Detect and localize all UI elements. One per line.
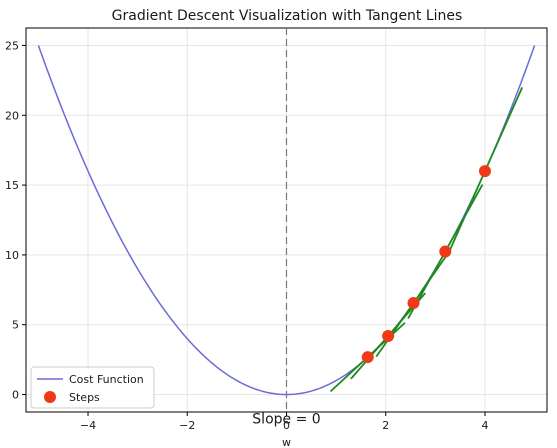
legend-box: [30, 366, 155, 409]
legend-cost-function-label: Cost Function: [69, 373, 144, 386]
y-tick-label: 10: [5, 249, 19, 262]
step-point: [382, 329, 395, 342]
step-point: [478, 165, 491, 178]
x-tick-label: 4: [481, 419, 488, 432]
y-tick-label: 25: [5, 39, 19, 52]
legend-steps-swatch: [44, 391, 56, 403]
y-tick-label: 5: [12, 319, 19, 332]
step-markers: [361, 165, 491, 364]
step-point: [407, 297, 420, 310]
step-point: [439, 245, 452, 258]
legend: Cost Function Steps: [30, 366, 155, 409]
x-tick-label: −4: [80, 419, 96, 432]
x-axis-ticks: −4 −2 0 2 4: [80, 412, 488, 432]
x-axis-label: w: [282, 436, 291, 448]
legend-steps-label: Steps: [69, 391, 100, 404]
tangent-lines: [329, 86, 524, 393]
step-point: [361, 351, 374, 364]
y-tick-label: 20: [5, 109, 19, 122]
y-tick-label: 0: [12, 389, 19, 402]
y-axis-ticks: 0 5 10 15 20 25: [5, 39, 26, 402]
chart-title: Gradient Descent Visualization with Tang…: [112, 8, 463, 24]
y-tick-label: 15: [5, 179, 19, 192]
slope-annotation: Slope = 0: [252, 411, 320, 427]
x-tick-label: 2: [382, 419, 389, 432]
x-tick-label: 0: [283, 419, 290, 432]
x-tick-label: −2: [179, 419, 195, 432]
